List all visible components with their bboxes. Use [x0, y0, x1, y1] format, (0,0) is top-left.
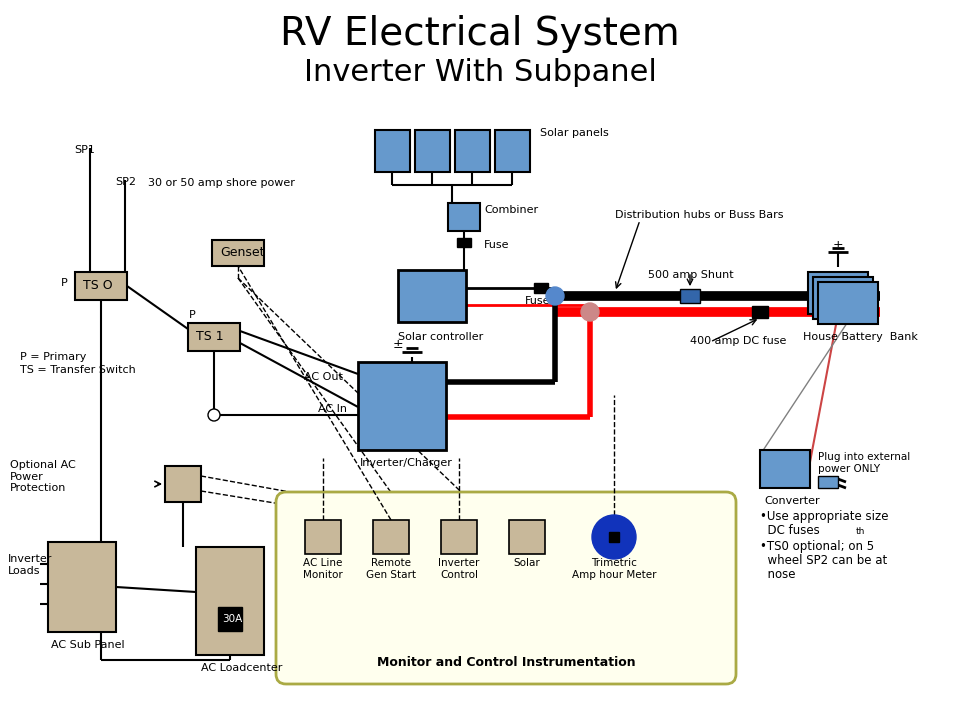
Bar	[358, 362, 446, 450]
Text: AC Loadcenter: AC Loadcenter	[201, 663, 282, 673]
Text: Inverter
Loads: Inverter Loads	[8, 554, 53, 575]
Text: nose: nose	[760, 568, 796, 581]
Text: Genset: Genset	[220, 246, 265, 259]
Bar	[457, 238, 471, 247]
Bar	[441, 520, 477, 554]
Text: P = Primary: P = Primary	[20, 352, 86, 362]
Text: P: P	[189, 310, 196, 320]
Text: P: P	[61, 278, 68, 288]
Bar	[218, 607, 242, 631]
Text: •Use appropriate size: •Use appropriate size	[760, 510, 889, 523]
Bar	[75, 272, 127, 300]
Bar	[415, 130, 450, 172]
Bar	[808, 272, 868, 314]
Text: AC Sub Panel: AC Sub Panel	[51, 640, 125, 650]
Text: Distribution hubs or Buss Bars: Distribution hubs or Buss Bars	[615, 210, 783, 220]
Text: SP1: SP1	[74, 145, 95, 155]
Text: Monitor and Control Instrumentation: Monitor and Control Instrumentation	[376, 656, 636, 669]
Text: Converter: Converter	[764, 496, 820, 506]
Text: ±: ±	[833, 239, 844, 252]
Text: 500 amp Shunt: 500 amp Shunt	[648, 270, 733, 280]
Text: TS 1: TS 1	[196, 330, 224, 343]
Text: Remote
Gen Start: Remote Gen Start	[366, 558, 416, 580]
Bar	[534, 283, 548, 293]
Text: AC In: AC In	[318, 404, 347, 414]
Circle shape	[581, 303, 599, 321]
Bar	[609, 532, 619, 542]
Text: 400 amp DC fuse: 400 amp DC fuse	[690, 336, 786, 346]
Text: RV Electrical System: RV Electrical System	[280, 15, 680, 53]
Text: AC Out: AC Out	[304, 372, 343, 382]
Bar	[48, 542, 116, 632]
Text: AC Line
Monitor: AC Line Monitor	[303, 558, 343, 580]
Text: SP2: SP2	[115, 177, 136, 187]
Text: power ONLY: power ONLY	[818, 464, 880, 474]
Text: DC fuses: DC fuses	[760, 524, 820, 537]
Circle shape	[546, 287, 564, 305]
Text: Solar: Solar	[514, 558, 540, 568]
Bar	[752, 306, 768, 318]
Text: Combiner: Combiner	[484, 205, 539, 215]
Bar	[455, 130, 490, 172]
Text: TS = Transfer Switch: TS = Transfer Switch	[20, 365, 135, 375]
Bar	[196, 547, 264, 655]
Bar	[188, 323, 240, 351]
Text: Fuse: Fuse	[525, 296, 550, 306]
Bar	[373, 520, 409, 554]
Bar	[680, 289, 700, 303]
Text: Optional AC
Power
Protection: Optional AC Power Protection	[10, 460, 76, 493]
Text: Inverter
Control: Inverter Control	[439, 558, 480, 580]
Text: Trimetric
Amp hour Meter: Trimetric Amp hour Meter	[572, 558, 657, 580]
Bar	[818, 282, 878, 324]
Text: Solar controller: Solar controller	[398, 332, 483, 342]
Bar	[375, 130, 410, 172]
Circle shape	[592, 515, 636, 559]
Bar	[212, 240, 264, 266]
Bar	[509, 520, 545, 554]
Text: TS O: TS O	[83, 279, 112, 292]
Bar	[813, 277, 873, 319]
Circle shape	[208, 409, 220, 421]
Bar	[448, 203, 480, 231]
Text: th: th	[856, 527, 865, 536]
Bar	[305, 520, 341, 554]
Text: wheel SP2 can be at: wheel SP2 can be at	[760, 554, 887, 567]
Text: Solar panels: Solar panels	[540, 128, 609, 138]
Bar	[760, 450, 810, 488]
Bar	[818, 476, 838, 488]
Text: 30A: 30A	[222, 614, 242, 624]
Text: Plug into external: Plug into external	[818, 452, 910, 462]
Bar	[398, 270, 466, 322]
Text: ±: ±	[393, 338, 403, 351]
Text: House Battery  Bank: House Battery Bank	[803, 332, 918, 342]
Bar	[165, 466, 201, 502]
Text: 30 or 50 amp shore power: 30 or 50 amp shore power	[148, 178, 295, 188]
Text: Inverter/Charger: Inverter/Charger	[360, 458, 453, 468]
Text: Fuse: Fuse	[484, 240, 510, 250]
FancyBboxPatch shape	[276, 492, 736, 684]
Text: Inverter With Subpanel: Inverter With Subpanel	[303, 58, 657, 87]
Bar	[495, 130, 530, 172]
Text: •TS0 optional; on 5: •TS0 optional; on 5	[760, 540, 875, 553]
